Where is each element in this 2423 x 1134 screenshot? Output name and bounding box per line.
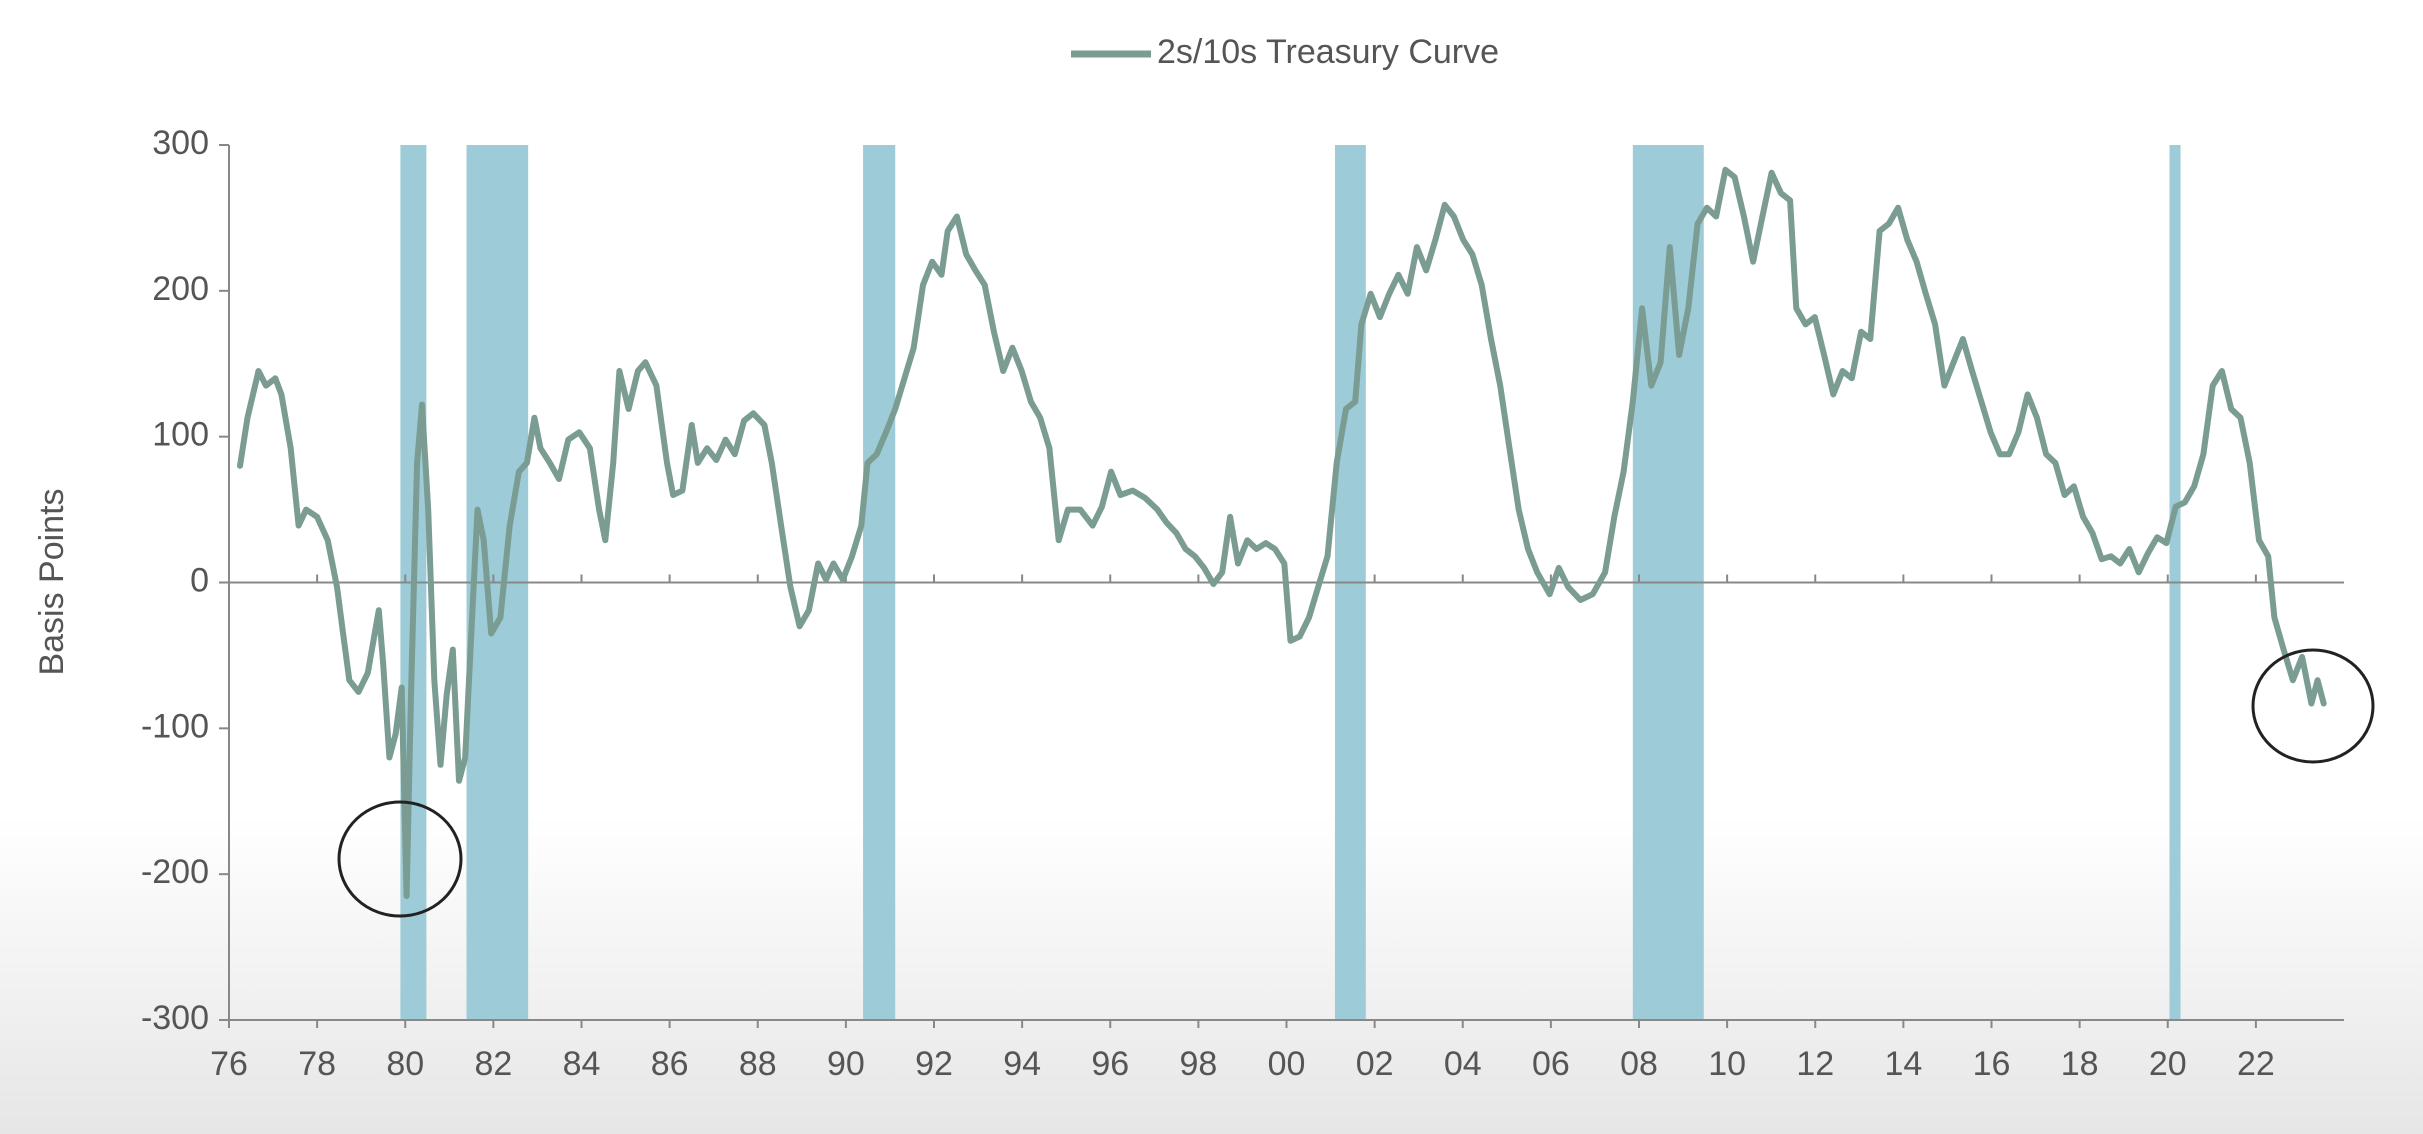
x-tick-label: 92 — [915, 1045, 953, 1083]
y-tick-label: -100 — [141, 707, 209, 745]
x-tick-label: 96 — [1091, 1045, 1129, 1083]
x-tick-label: 76 — [210, 1045, 248, 1083]
x-tick-label: 04 — [1444, 1045, 1482, 1083]
x-tick-label: 86 — [651, 1045, 689, 1083]
x-tick-label: 00 — [1268, 1045, 1306, 1083]
x-tick-label: 22 — [2237, 1045, 2275, 1083]
annotation-circle — [337, 800, 463, 918]
x-tick-label: 06 — [1532, 1045, 1570, 1083]
x-tick-label: 12 — [1796, 1045, 1834, 1083]
x-tick-label: 88 — [739, 1045, 777, 1083]
x-tick-label: 20 — [2149, 1045, 2187, 1083]
x-tick-label: 80 — [386, 1045, 424, 1083]
x-tick-label: 84 — [563, 1045, 601, 1083]
x-tick-label: 14 — [1884, 1045, 1922, 1083]
legend-label: 2s/10s Treasury Curve — [1157, 33, 1499, 71]
y-tick-label: 300 — [152, 124, 209, 162]
x-tick-label: 16 — [1973, 1045, 2011, 1083]
y-tick-label: 0 — [190, 561, 209, 599]
y-tick-label: -200 — [141, 853, 209, 891]
x-tick-label: 82 — [474, 1045, 512, 1083]
y-axis-label: Basis Points — [33, 488, 71, 675]
annotation-circle — [2251, 648, 2375, 764]
x-tick-label: 94 — [1003, 1045, 1041, 1083]
series-line — [237, 166, 2327, 899]
y-tick-label: 200 — [152, 270, 209, 308]
x-tick-label: 78 — [298, 1045, 336, 1083]
y-tick-label: 100 — [152, 416, 209, 454]
x-tick-label: 02 — [1356, 1045, 1394, 1083]
y-tick-label: -300 — [141, 999, 209, 1037]
x-tick-label: 98 — [1179, 1045, 1217, 1083]
x-tick-label: 10 — [1708, 1045, 1746, 1083]
x-tick-label: 08 — [1620, 1045, 1658, 1083]
x-tick-label: 90 — [827, 1045, 865, 1083]
x-tick-label: 18 — [2061, 1045, 2099, 1083]
